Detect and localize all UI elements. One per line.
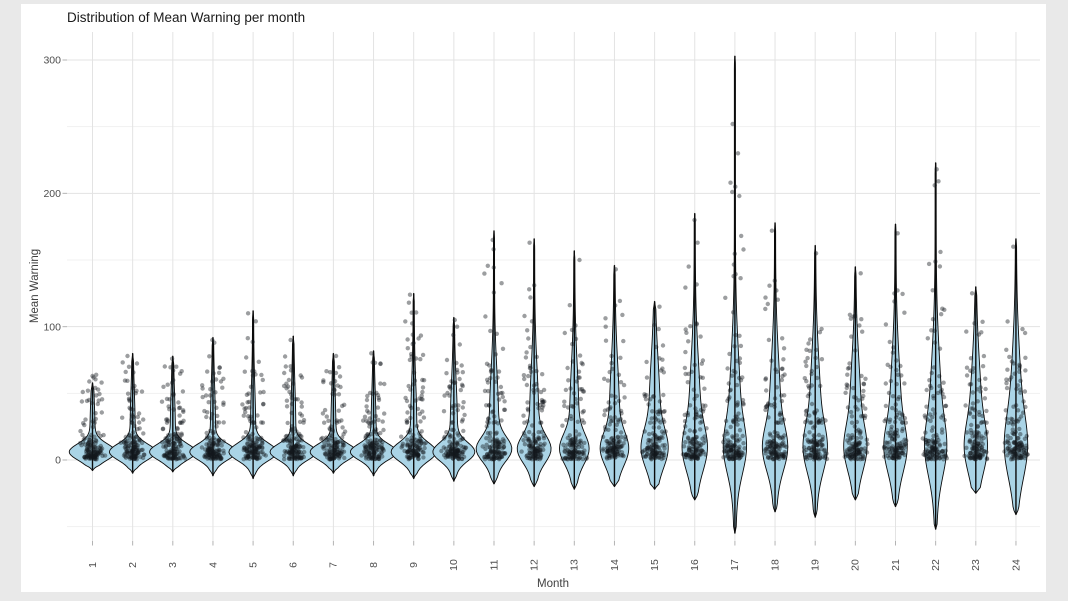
x-tick-label-16: 16: [689, 559, 701, 571]
jitter-points-month-17: [721, 121, 747, 462]
jitter-points-month-14: [600, 267, 628, 461]
jitter-points-month-2: [118, 353, 147, 462]
jitter-points-month-8: [359, 351, 387, 462]
jitter-points-month-22: [920, 167, 949, 462]
axis-ticks: [62, 59, 1017, 546]
y-tick-labels: 0 100 200 300: [43, 55, 61, 467]
jitter-points-month-20: [842, 271, 870, 462]
jitter-points-month-16: [680, 217, 709, 462]
jitter-points-month-1: [78, 372, 108, 462]
jitter-points-month-5: [240, 311, 268, 462]
x-tick-label-2: 2: [127, 562, 139, 568]
x-tick-label-13: 13: [569, 559, 581, 571]
x-tick-label-12: 12: [528, 559, 540, 571]
x-tick-label-18: 18: [769, 559, 781, 571]
y-tick-label-100: 100: [43, 321, 61, 333]
x-tick-label-23: 23: [970, 559, 982, 571]
jitter-points-month-23: [962, 291, 990, 462]
chart-title: Distribution of Mean Warning per month: [67, 10, 306, 25]
x-axis-title: Month: [537, 578, 569, 590]
jitter-points-month-11: [480, 237, 508, 462]
jitter-points-month-13: [560, 257, 590, 462]
jitter-points-month-15: [640, 304, 668, 462]
jitter-points-month-9: [399, 292, 428, 462]
jitter-points-month-6: [281, 337, 307, 462]
jitter-points-month-18: [763, 228, 789, 462]
jitter-points-month-10: [439, 317, 469, 462]
x-tick-label-9: 9: [408, 562, 420, 568]
x-tick-label-4: 4: [207, 562, 219, 568]
x-tick-label-20: 20: [850, 559, 862, 571]
jitter-points-month-12: [519, 240, 547, 462]
x-tick-labels: 1 2 3 4 5 6 7 8 9 10 11 12 13 14 15 16 17 18 19 20 21 22 23 24: [87, 559, 1022, 571]
jitter-points-month-4: [199, 337, 226, 462]
y-tick-label-300: 300: [43, 55, 61, 67]
jitter-points-month-21: [881, 231, 909, 462]
x-tick-label-5: 5: [247, 562, 259, 568]
y-tick-label-0: 0: [55, 455, 61, 467]
x-tick-label-22: 22: [930, 559, 942, 571]
x-tick-label-7: 7: [328, 562, 340, 568]
jitter-points-month-24: [1002, 244, 1030, 462]
y-axis-title: Mean Warning: [29, 248, 41, 324]
gridlines-minor: [67, 126, 1040, 528]
x-tick-label-11: 11: [488, 559, 500, 570]
x-tick-label-15: 15: [649, 559, 661, 571]
x-tick-label-17: 17: [729, 559, 741, 571]
x-tick-label-10: 10: [448, 559, 460, 571]
jitter-points-month-19: [802, 251, 830, 462]
x-tick-label-21: 21: [890, 559, 902, 571]
x-tick-label-1: 1: [87, 562, 99, 568]
x-tick-label-19: 19: [810, 559, 822, 571]
y-tick-label-200: 200: [43, 188, 61, 200]
violins: [68, 55, 1029, 534]
x-tick-label-24: 24: [1010, 559, 1022, 571]
x-tick-label-3: 3: [167, 562, 179, 568]
jitter-points-month-7: [319, 353, 348, 462]
x-tick-label-8: 8: [368, 562, 380, 568]
jitter-points: [78, 121, 1030, 462]
plot-card: 0 100 200 300 1 2 3 4 5 6 7 8 9 10 11 12 13 14 15 16 17 18 19 2…: [21, 4, 1046, 592]
x-tick-label-6: 6: [288, 562, 300, 568]
jitter-points-month-3: [159, 356, 188, 462]
x-tick-label-14: 14: [609, 559, 621, 571]
